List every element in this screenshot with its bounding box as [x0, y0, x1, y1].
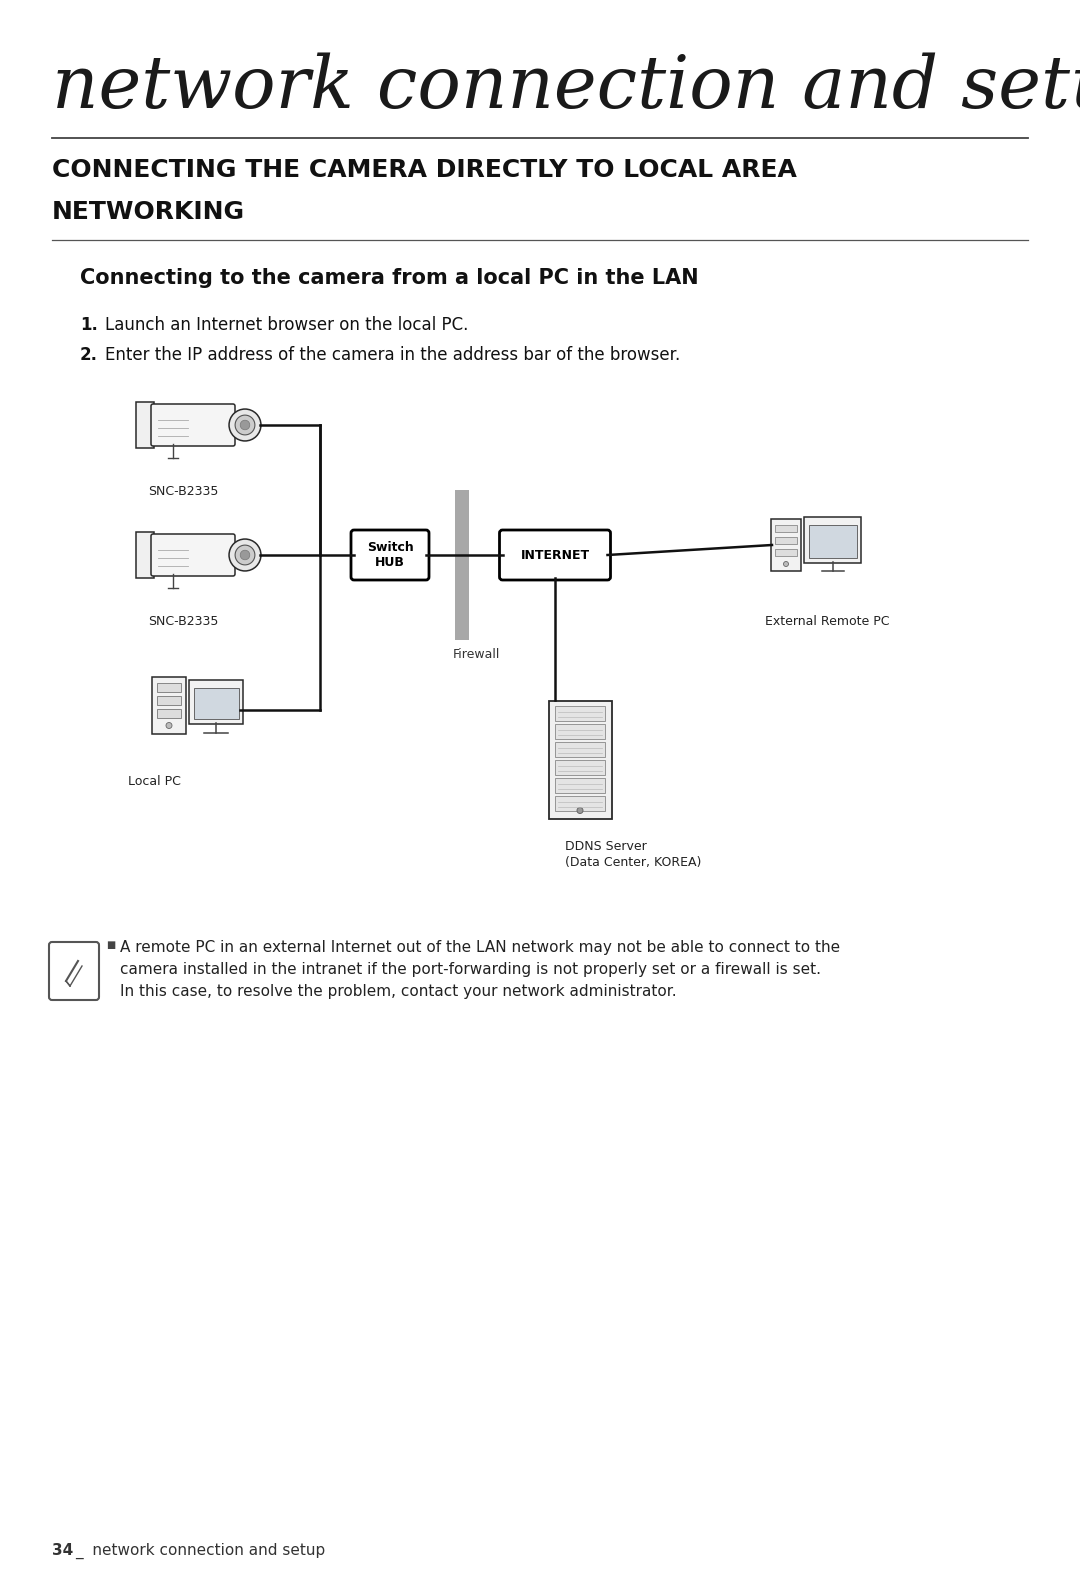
FancyBboxPatch shape: [193, 688, 239, 718]
FancyBboxPatch shape: [151, 534, 235, 577]
Circle shape: [235, 545, 255, 566]
Text: _  network connection and setup: _ network connection and setup: [75, 1543, 325, 1558]
Text: (Data Center, KOREA): (Data Center, KOREA): [565, 856, 701, 869]
Text: Firewall: Firewall: [453, 647, 500, 661]
Text: 1.: 1.: [80, 316, 98, 335]
Text: Connecting to the camera from a local PC in the LAN: Connecting to the camera from a local PC…: [80, 269, 699, 287]
Text: network connection and setup: network connection and setup: [52, 52, 1080, 123]
FancyBboxPatch shape: [351, 529, 429, 580]
Circle shape: [577, 807, 583, 814]
Text: INTERNET: INTERNET: [521, 548, 590, 561]
FancyBboxPatch shape: [774, 548, 797, 556]
Text: External Remote PC: External Remote PC: [765, 614, 890, 628]
Circle shape: [240, 419, 249, 430]
Text: CONNECTING THE CAMERA DIRECTLY TO LOCAL AREA: CONNECTING THE CAMERA DIRECTLY TO LOCAL …: [52, 159, 797, 182]
FancyBboxPatch shape: [189, 680, 243, 724]
FancyBboxPatch shape: [555, 724, 605, 738]
Text: 34: 34: [52, 1543, 73, 1558]
FancyBboxPatch shape: [151, 404, 235, 446]
Text: SNC-B2335: SNC-B2335: [148, 614, 218, 628]
Text: Local PC: Local PC: [129, 775, 180, 789]
Bar: [455, 490, 469, 639]
Text: Launch an Internet browser on the local PC.: Launch an Internet browser on the local …: [105, 316, 469, 335]
Text: A remote PC in an external Internet out of the LAN network may not be able to co: A remote PC in an external Internet out …: [120, 939, 840, 999]
Text: Enter the IP address of the camera in the address bar of the browser.: Enter the IP address of the camera in th…: [105, 346, 680, 364]
FancyBboxPatch shape: [555, 707, 605, 721]
FancyBboxPatch shape: [157, 683, 181, 691]
FancyBboxPatch shape: [499, 529, 610, 580]
Circle shape: [783, 561, 788, 567]
FancyBboxPatch shape: [804, 517, 861, 562]
FancyBboxPatch shape: [157, 696, 181, 705]
Circle shape: [166, 723, 172, 729]
Circle shape: [229, 539, 261, 570]
FancyBboxPatch shape: [774, 525, 797, 533]
Text: SNC-B2335: SNC-B2335: [148, 485, 218, 498]
FancyBboxPatch shape: [555, 796, 605, 811]
Text: ■: ■: [106, 939, 116, 950]
FancyBboxPatch shape: [157, 709, 181, 718]
FancyBboxPatch shape: [49, 943, 99, 1001]
FancyBboxPatch shape: [152, 677, 186, 734]
FancyBboxPatch shape: [555, 778, 605, 793]
Text: NETWORKING: NETWORKING: [52, 200, 245, 225]
Text: Switch
HUB: Switch HUB: [366, 540, 414, 569]
Text: DDNS Server: DDNS Server: [565, 840, 647, 853]
FancyBboxPatch shape: [549, 701, 611, 818]
Circle shape: [229, 408, 261, 441]
Circle shape: [235, 415, 255, 435]
FancyBboxPatch shape: [774, 537, 797, 544]
Text: 2.: 2.: [80, 346, 98, 364]
FancyBboxPatch shape: [555, 742, 605, 757]
FancyBboxPatch shape: [771, 518, 801, 570]
Circle shape: [240, 550, 249, 559]
FancyBboxPatch shape: [809, 525, 856, 558]
FancyBboxPatch shape: [555, 760, 605, 775]
FancyBboxPatch shape: [136, 533, 154, 578]
FancyBboxPatch shape: [136, 402, 154, 448]
